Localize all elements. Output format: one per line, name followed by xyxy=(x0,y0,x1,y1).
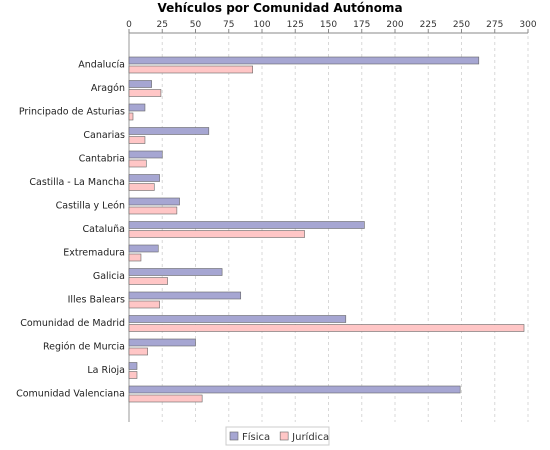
bar-fisica-cantabria xyxy=(128,150,163,159)
bar-fisica-principado-de-asturias xyxy=(128,103,146,112)
bar-juridica-castilla-y-leon xyxy=(128,206,178,215)
category-label-castilla-y-leon: Castilla y León xyxy=(56,201,125,212)
x-tick-label-175: 175 xyxy=(353,20,370,30)
category-label-castilla-la-mancha: Castilla - La Mancha xyxy=(29,177,125,188)
x-tick-labels: 0 25 50 75 100 125 150 175 200 225 250 275 300 xyxy=(126,20,537,30)
category-label-galicia: Galicia xyxy=(93,271,125,282)
category-label-comunidad-de-madrid: Comunidad de Madrid xyxy=(20,318,125,329)
bar-juridica-extremadura xyxy=(128,253,142,262)
category-label-aragon: Aragón xyxy=(91,83,125,94)
legend-swatch-fisica xyxy=(229,431,239,441)
bar-juridica-cataluna xyxy=(128,230,305,238)
bar-fisica-comunidad-de-madrid xyxy=(128,315,347,323)
x-axis xyxy=(128,29,529,422)
bar-juridica-andalucia xyxy=(128,65,253,74)
bar-juridica-canarias xyxy=(128,136,146,144)
bar-fisica-la-rioja xyxy=(128,362,138,370)
category-label-comunidad-valenciana: Comunidad Valenciana xyxy=(16,389,125,400)
bar-juridica-galicia xyxy=(128,277,168,285)
bars xyxy=(128,56,525,403)
legend-box xyxy=(225,426,330,446)
x-tick-label-25: 25 xyxy=(157,20,168,30)
category-label-canarias: Canarias xyxy=(83,130,125,141)
bar-fisica-canarias xyxy=(128,127,210,135)
x-tick-label-0: 0 xyxy=(126,20,132,30)
category-label-region-de-murcia: Región de Murcia xyxy=(43,342,125,353)
x-tick-label-200: 200 xyxy=(386,20,403,30)
bar-juridica-cantabria xyxy=(128,159,147,168)
bar-juridica-castilla-la-mancha xyxy=(128,183,155,191)
bar-fisica-region-de-murcia xyxy=(128,338,196,347)
grid-lines xyxy=(161,36,529,422)
category-label-cataluna: Cataluña xyxy=(82,224,125,235)
bar-fisica-andalucia xyxy=(128,56,480,65)
legend: Física Jurídica xyxy=(225,426,330,446)
x-tick-label-300: 300 xyxy=(519,20,536,30)
bar-juridica-principado-de-asturias xyxy=(128,112,134,121)
bar-fisica-illes-balears xyxy=(128,291,242,300)
x-tick-label-125: 125 xyxy=(287,20,304,30)
category-label-la-rioja: La Rioja xyxy=(87,365,125,376)
x-tick-label-100: 100 xyxy=(253,20,270,30)
category-label-cantabria: Cantabria xyxy=(79,154,125,165)
bar-fisica-galicia xyxy=(128,268,223,276)
bar-fisica-cataluna xyxy=(128,221,365,229)
category-label-andalucia: Andalucía xyxy=(78,60,125,71)
bar-fisica-aragon xyxy=(128,80,152,88)
x-tick-label-75: 75 xyxy=(223,20,234,30)
legend-label-juridica: Jurídica xyxy=(291,431,329,443)
category-label-extremadura: Extremadura xyxy=(63,248,125,259)
bar-fisica-extremadura xyxy=(128,244,159,253)
legend-label-fisica: Física xyxy=(242,431,270,443)
category-labels: Andalucía Aragón Principado de Asturias Can… xyxy=(16,60,125,400)
category-label-principado-de-asturias: Principado de Asturias xyxy=(19,107,125,118)
bar-juridica-comunidad-valenciana xyxy=(128,394,203,403)
chart-title: Vehículos por Comunidad Autónoma xyxy=(157,1,402,15)
x-tick-label-225: 225 xyxy=(420,20,437,30)
bar-juridica-aragon xyxy=(128,89,162,97)
bar-fisica-castilla-y-leon xyxy=(128,197,180,206)
bar-fisica-castilla-la-mancha xyxy=(128,174,160,182)
x-tick-label-150: 150 xyxy=(320,20,337,30)
bar-fisica-comunidad-valenciana xyxy=(128,385,461,394)
x-tick-label-275: 275 xyxy=(486,20,503,30)
bar-juridica-region-de-murcia xyxy=(128,347,148,356)
category-label-illes-balears: Illes Balears xyxy=(68,295,125,306)
x-tick-label-50: 50 xyxy=(190,20,202,30)
bar-juridica-illes-balears xyxy=(128,300,160,309)
legend-swatch-juridica xyxy=(279,431,289,441)
bar-juridica-comunidad-de-madrid xyxy=(128,324,525,332)
x-tick-label-250: 250 xyxy=(453,20,470,30)
bar-juridica-la-rioja xyxy=(128,371,138,379)
